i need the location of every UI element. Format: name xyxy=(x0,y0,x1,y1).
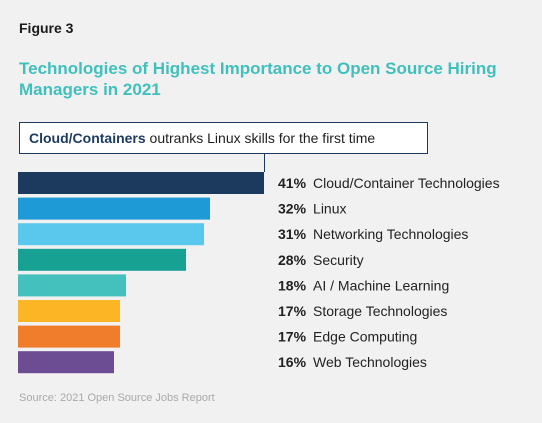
bar-label-0: 41% Cloud/Container Technologies xyxy=(278,175,500,191)
figure-label: Figure 3 xyxy=(19,20,74,36)
chart-title: Technologies of Highest Importance to Op… xyxy=(19,59,497,99)
category-label-7: Web Technologies xyxy=(313,354,427,370)
category-label-1: Linux xyxy=(313,201,346,217)
value-label-1: 32% xyxy=(278,201,307,217)
bar-6 xyxy=(18,325,120,348)
bar-2 xyxy=(18,223,204,246)
bar-label-4: 18% AI / Machine Learning xyxy=(278,277,449,293)
category-label-5: Storage Technologies xyxy=(313,303,447,319)
callout-connector xyxy=(264,154,265,172)
category-label-4: AI / Machine Learning xyxy=(313,277,449,293)
bar-label-7: 16% Web Technologies xyxy=(278,354,427,370)
value-label-2: 31% xyxy=(278,226,307,242)
bar-1 xyxy=(18,197,210,220)
bar-0 xyxy=(18,172,264,194)
bar-5 xyxy=(18,300,120,322)
bar-label-5: 17% Storage Technologies xyxy=(278,303,447,319)
bar-7 xyxy=(18,351,114,374)
bar-label-3: 28% Security xyxy=(278,252,364,268)
value-label-6: 17% xyxy=(278,329,307,345)
bar-4 xyxy=(18,274,126,297)
callout-text: outranks Linux skills for the first time xyxy=(145,130,376,146)
category-label-0: Cloud/Container Technologies xyxy=(313,175,500,191)
value-label-5: 17% xyxy=(278,303,307,319)
value-label-3: 28% xyxy=(278,252,307,268)
category-label-6: Edge Computing xyxy=(313,329,417,345)
bar-label-1: 32% Linux xyxy=(278,201,347,217)
bar-label-2: 31% Networking Technologies xyxy=(278,226,468,242)
value-label-0: 41% xyxy=(278,175,307,191)
category-label-2: Networking Technologies xyxy=(313,226,468,242)
bar-label-6: 17% Edge Computing xyxy=(278,329,417,345)
source-note: Source: 2021 Open Source Jobs Report xyxy=(19,392,215,404)
value-label-7: 16% xyxy=(278,354,307,370)
value-label-4: 18% xyxy=(278,277,307,293)
category-label-3: Security xyxy=(313,252,364,268)
bar-3 xyxy=(18,248,186,271)
callout-highlight: Cloud/Containers xyxy=(29,130,146,146)
callout-box: Cloud/Containers outranks Linux skills f… xyxy=(19,122,428,154)
